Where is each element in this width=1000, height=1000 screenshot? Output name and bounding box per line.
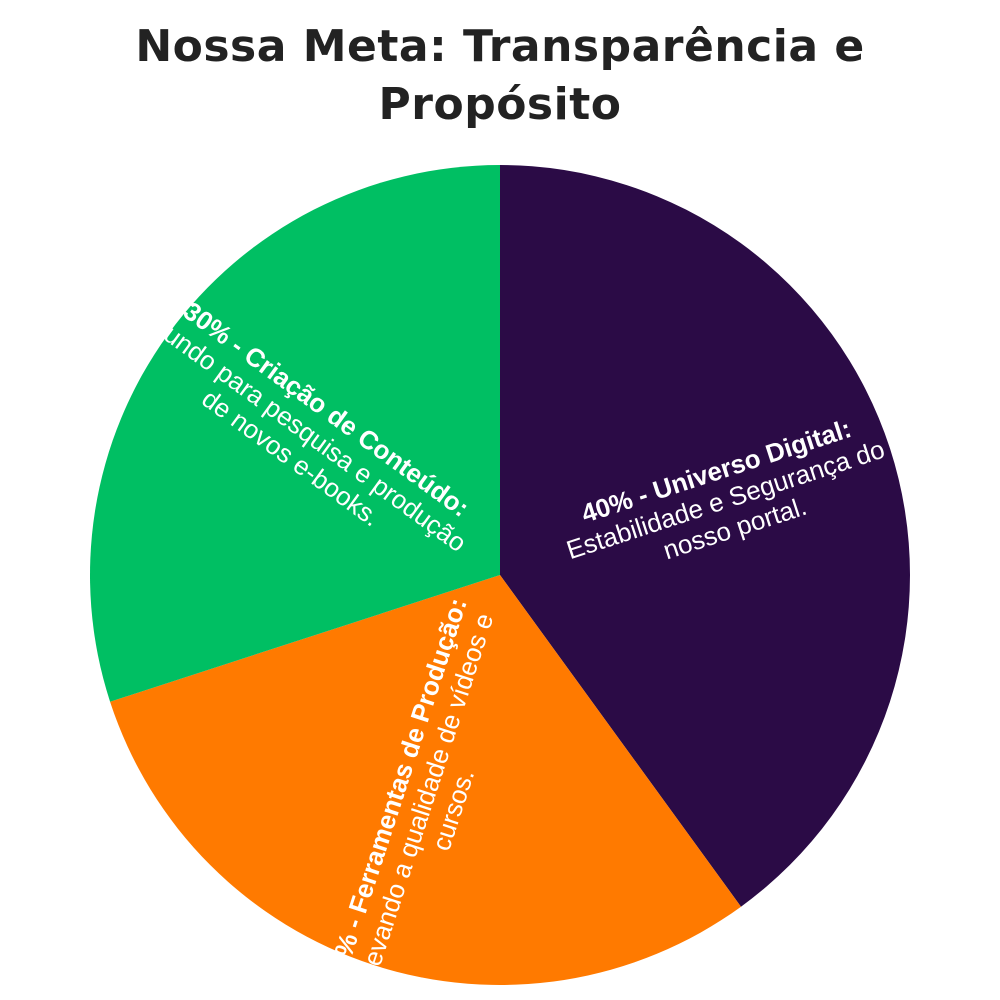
pie-slice-3: [89, 165, 501, 702]
pie-slice-1: [500, 165, 910, 907]
pie-slices: [89, 165, 910, 986]
pie-slice-2: [110, 575, 741, 986]
chart-title: Nossa Meta: Transparência e Propósito: [0, 18, 1000, 134]
chart-title-line-2: Propósito: [378, 79, 622, 130]
chart-title-line-1: Nossa Meta: Transparência e: [135, 21, 865, 72]
